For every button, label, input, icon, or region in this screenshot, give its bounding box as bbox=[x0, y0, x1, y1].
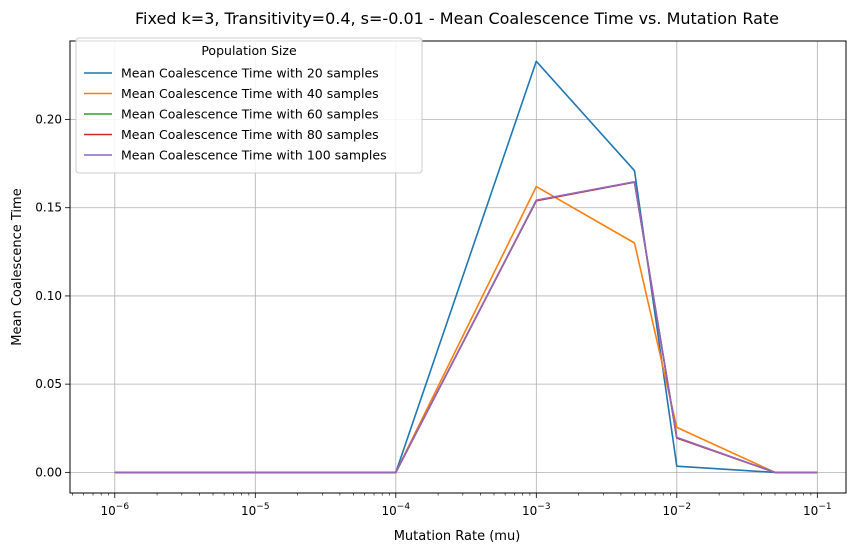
x-tick-exponent: −3 bbox=[537, 502, 550, 512]
legend-label: Mean Coalescence Time with 80 samples bbox=[121, 127, 379, 142]
series-line bbox=[114, 181, 818, 474]
series-line bbox=[114, 185, 818, 474]
y-tick-label: 0.05 bbox=[35, 377, 62, 391]
series-lines bbox=[114, 60, 818, 474]
legend-items: Mean Coalescence Time with 20 samples Mea… bbox=[84, 66, 387, 163]
y-tick-label: 0.00 bbox=[35, 465, 62, 479]
series-line bbox=[114, 181, 818, 474]
x-tick-exponent: −4 bbox=[397, 502, 411, 512]
x-tick-label: 10−1 bbox=[803, 502, 832, 518]
x-tick-label: 10−2 bbox=[663, 502, 692, 518]
y-axis-ticks: 0.00 0.05 0.10 0.15 0.20 bbox=[35, 113, 70, 479]
legend-label: Mean Coalescence Time with 60 samples bbox=[121, 107, 379, 122]
x-tick-label: 10−3 bbox=[522, 502, 551, 518]
y-tick-label: 0.15 bbox=[35, 201, 62, 215]
legend: Population Size Mean Coalescence Time wi… bbox=[75, 37, 423, 174]
x-tick-exponent: −2 bbox=[678, 502, 691, 512]
x-tick-exponent: −6 bbox=[116, 502, 130, 512]
y-axis-label: Mean Coalescence Time bbox=[10, 188, 25, 345]
x-tick-base: 10 bbox=[522, 504, 537, 518]
legend-title: Population Size bbox=[201, 43, 297, 58]
x-tick-label: 10−5 bbox=[241, 502, 270, 518]
x-axis-ticks: 10−6 10−5 10−4 10−3 10−2 10−1 bbox=[72, 493, 832, 518]
x-tick-label: 10−6 bbox=[101, 502, 130, 518]
x-tick-exponent: −1 bbox=[818, 502, 831, 512]
x-tick-base: 10 bbox=[101, 504, 116, 518]
chart-title: Fixed k=3, Transitivity=0.4, s=-0.01 - M… bbox=[135, 9, 779, 28]
x-tick-label: 10−4 bbox=[382, 502, 411, 518]
series-line bbox=[114, 181, 818, 474]
x-tick-base: 10 bbox=[241, 504, 256, 518]
y-tick-label: 0.20 bbox=[35, 113, 62, 127]
x-tick-base: 10 bbox=[663, 504, 678, 518]
legend-box bbox=[75, 37, 423, 174]
x-axis-label: Mutation Rate (mu) bbox=[394, 529, 521, 544]
y-tick-label: 0.10 bbox=[35, 289, 62, 303]
legend-label: Mean Coalescence Time with 40 samples bbox=[121, 86, 379, 101]
x-tick-base: 10 bbox=[382, 504, 397, 518]
plot-frame bbox=[69, 40, 847, 494]
legend-label: Mean Coalescence Time with 20 samples bbox=[121, 66, 379, 81]
x-tick-base: 10 bbox=[803, 504, 818, 518]
legend-label: Mean Coalescence Time with 100 samples bbox=[121, 148, 387, 163]
x-tick-exponent: −5 bbox=[256, 502, 269, 512]
